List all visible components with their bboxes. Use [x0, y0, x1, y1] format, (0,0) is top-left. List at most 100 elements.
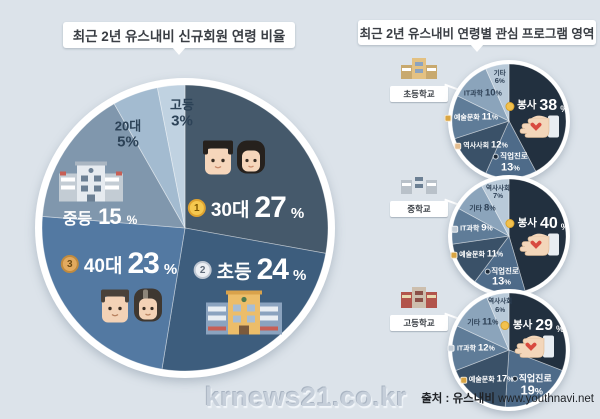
elementary-school-icon [401, 58, 437, 79]
gold-medal-icon: 1 [187, 199, 206, 217]
slice-label-역사사회: 역사사회 12% [454, 140, 508, 152]
slice-name: IT과학 [460, 226, 480, 233]
slice-label-기타: 기타 11% [467, 316, 499, 329]
monitor-icon [451, 225, 459, 233]
slice-value: 10 [484, 87, 496, 99]
couple-30s-icon [202, 139, 266, 182]
slice-name: 역사사회 [463, 142, 490, 150]
slice-label-봉사: 봉사 38% [505, 97, 568, 115]
source-url: www.youthnavi.net [498, 393, 594, 405]
age-slice-label-40s: 3 40대 23 % [60, 247, 177, 281]
silver-medal-icon: 2 [193, 261, 212, 279]
slice-name: 직업진로 [491, 266, 519, 276]
slice-label-IT과학: IT과학 10% [463, 87, 502, 100]
percent-unit: % [556, 323, 565, 334]
interest-pie-high: 고등학교 봉사 29% 직업진로 19% 예술문화 17% IT과학 12% 기타 11% 역… [384, 284, 600, 416]
percent-unit: % [499, 306, 506, 314]
pie-slice-기타 [485, 63, 510, 122]
percent-unit: % [501, 142, 508, 150]
watermark: krnews21.co.kr [205, 382, 408, 412]
pie-slice-기타 [456, 296, 510, 351]
helping-hand-icon [519, 233, 560, 256]
pie-slice-예술문화 [452, 235, 510, 283]
palette-icon [444, 114, 452, 122]
slice-name: 봉사 [517, 99, 537, 112]
palette-icon [459, 376, 467, 384]
pie-slice-IT과학 [457, 68, 510, 122]
percent-unit: % [488, 345, 495, 353]
age-slice-label-30s: 1 30대 27 % [187, 191, 304, 225]
helping-hand-icon [515, 335, 555, 358]
school-tag-label: 중학교 [390, 201, 448, 217]
high-school-icon [401, 287, 437, 308]
slice-value: 38 [539, 97, 558, 115]
slice-value: 29 [535, 316, 554, 334]
slice-label-직업진로: 직업진로 19% [511, 373, 552, 398]
medal-coin-icon [505, 101, 515, 111]
pie-slice-직업진로 [504, 349, 563, 408]
slice-value: 11 [481, 112, 492, 124]
helping-hand-graphic [515, 113, 559, 146]
percent-unit: % [492, 319, 499, 327]
slice-label-예술문화: 예술문화 11% [444, 112, 498, 124]
slice-label-직업진로: 직업진로 13% [493, 152, 528, 174]
school-tag-label: 고등학교 [390, 315, 448, 331]
medal-coin-icon [500, 321, 510, 331]
slice-label-IT과학: IT과학 12% [447, 342, 495, 354]
slice-name: 기타 [493, 69, 506, 77]
pie-slice-역사사회 [481, 178, 510, 237]
elementary-school-tag: 초등학교 [390, 57, 448, 102]
interest-pie-middle: 중학교 봉사 40% 직업진로 13% 예술문화 11% IT과학 9% 기타 8% 역사사회… [384, 170, 600, 302]
percent-unit: % [495, 90, 502, 98]
career-bullet-icon [484, 268, 491, 275]
slice-label-역사사회: 역사사회 6% [483, 299, 517, 315]
slice-value: 6 [494, 75, 499, 85]
person-icon [454, 142, 462, 150]
right-panel-title: 최근 2년 유스내비 연령별 관심 프로그램 영역 [358, 20, 596, 52]
career-bullet-icon [511, 375, 518, 382]
age-slice-label-middleschool: 중등 15 % [62, 204, 138, 229]
palette-icon [450, 251, 458, 259]
pie-slice-역사사회 [454, 120, 510, 174]
slice-name: 역사사회 [488, 298, 513, 306]
percent-unit: % [513, 163, 520, 173]
slice-label-IT과학: IT과학 9% [451, 223, 493, 235]
slice-name: 기타 [469, 206, 483, 214]
slice-value: 6 [495, 304, 500, 314]
medal-coin-icon [505, 219, 515, 229]
bronze-medal-icon: 3 [60, 255, 79, 273]
percent-unit: % [507, 376, 514, 384]
slice-label-예술문화: 예술문화 11% [450, 249, 503, 261]
slice-value: 8 [484, 203, 490, 215]
percent-unit: % [486, 226, 493, 233]
percent-unit: % [489, 206, 496, 214]
slice-label-기타: 기타 6% [483, 70, 517, 86]
slice-name: 예술문화 [453, 115, 480, 123]
slice-name: 직업진로 [518, 373, 552, 384]
pie-slice-20대 [113, 87, 186, 229]
interest-pie-elementary: 초등학교 봉사 38% 직업진로 13% 역사사회 12% 예술문화 11% IT과학 10… [384, 55, 600, 187]
source-label: 출처 : 유스내비 [421, 393, 495, 405]
slice-value: 13 [501, 161, 514, 174]
helping-hand-icon [519, 115, 559, 138]
school-tag-label: 초등학교 [390, 86, 448, 102]
percent-unit: % [534, 386, 543, 397]
slice-value: 11 [482, 316, 493, 328]
slice-value: 17 [496, 373, 508, 385]
slice-value: 40 [539, 214, 558, 232]
helping-hand-graphic [510, 332, 555, 365]
slice-name: IT과학 [463, 90, 484, 98]
slice-name: 예술문화 [468, 376, 495, 384]
pie-slice-예술문화 [455, 349, 510, 408]
slice-value: 13 [492, 275, 505, 288]
source-credit: 출처 : 유스내비 www.youthnavi.net [421, 390, 594, 406]
slice-label-봉사: 봉사 29% [500, 316, 565, 335]
age-slice-label-highschool: 고등 3% [170, 97, 194, 129]
percent-unit: % [504, 277, 511, 287]
slice-name: 역사사회 [486, 185, 510, 193]
slice-value: 12 [478, 342, 489, 354]
slice-name: IT과학 [456, 345, 477, 353]
percent-unit: % [560, 221, 569, 232]
slice-label-봉사: 봉사 40% [505, 214, 569, 233]
